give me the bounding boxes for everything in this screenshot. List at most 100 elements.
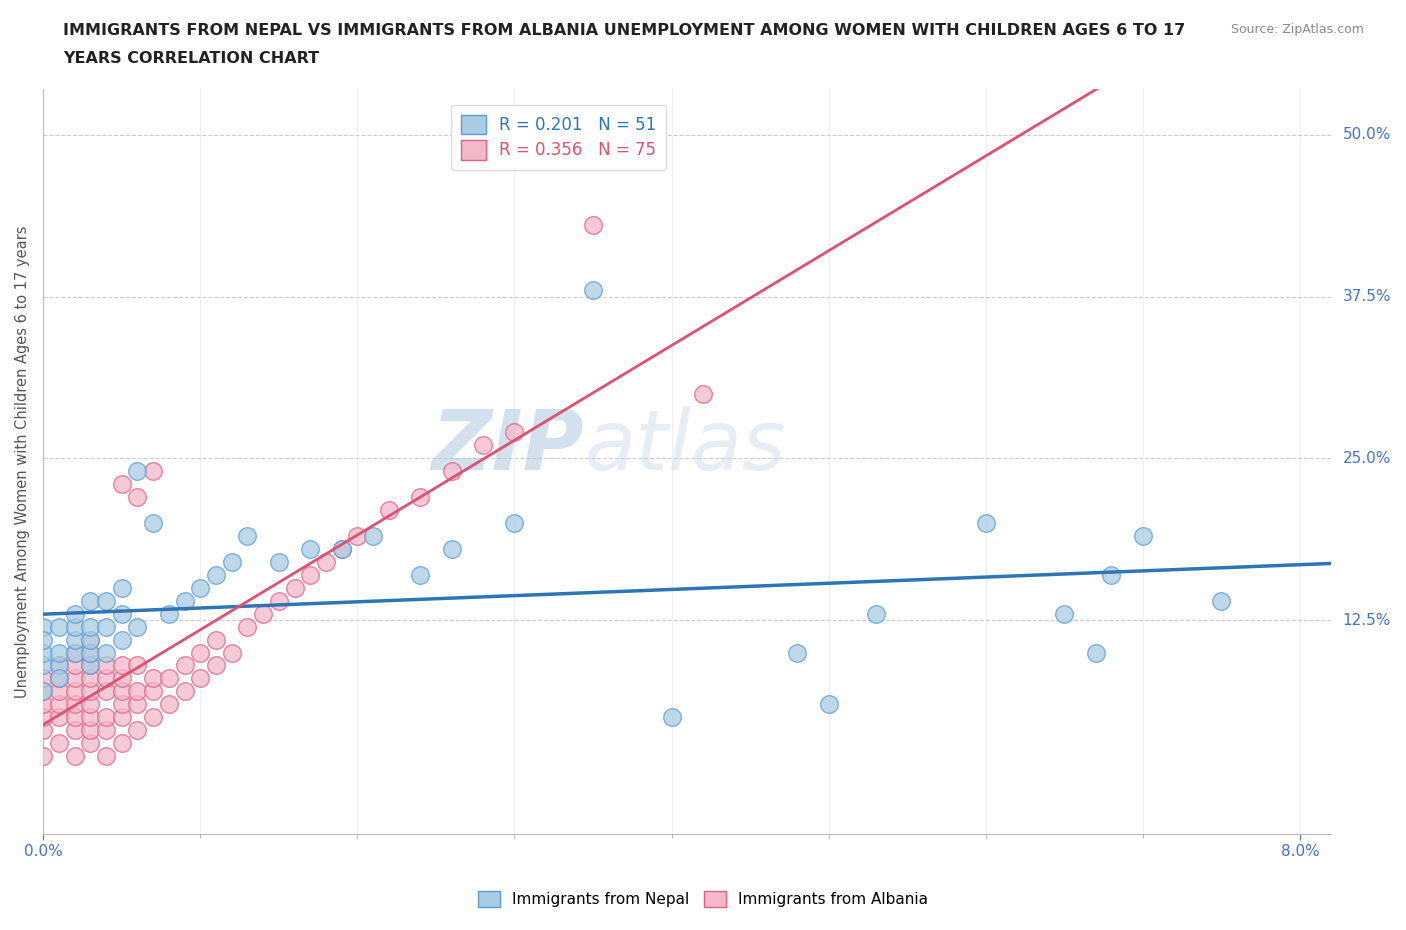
Point <box>817 697 839 711</box>
Point <box>63 632 86 647</box>
Point <box>346 528 368 543</box>
Point <box>111 671 134 685</box>
Point <box>63 671 86 685</box>
Point <box>79 645 101 660</box>
Point <box>79 710 101 724</box>
Point <box>79 619 101 634</box>
Point <box>48 658 70 673</box>
Point <box>94 710 117 724</box>
Point <box>32 671 55 685</box>
Text: YEARS CORRELATION CHART: YEARS CORRELATION CHART <box>63 51 319 66</box>
Point <box>127 723 149 737</box>
Point <box>440 464 463 479</box>
Text: 37.5%: 37.5% <box>1343 289 1391 304</box>
Y-axis label: Unemployment Among Women with Children Ages 6 to 17 years: Unemployment Among Women with Children A… <box>15 225 30 698</box>
Point <box>127 697 149 711</box>
Point <box>63 749 86 764</box>
Point <box>94 671 117 685</box>
Point <box>299 567 322 582</box>
Point <box>48 697 70 711</box>
Point <box>142 515 165 530</box>
Point <box>32 684 55 698</box>
Point <box>127 658 149 673</box>
Point <box>127 684 149 698</box>
Point <box>48 710 70 724</box>
Point <box>221 645 243 660</box>
Point <box>63 606 86 621</box>
Point <box>32 658 55 673</box>
Point <box>173 593 195 608</box>
Point <box>1053 606 1076 621</box>
Point <box>267 593 290 608</box>
Point <box>48 645 70 660</box>
Point <box>32 749 55 764</box>
Point <box>94 684 117 698</box>
Point <box>94 749 117 764</box>
Point <box>63 710 86 724</box>
Point <box>205 658 228 673</box>
Point <box>79 658 101 673</box>
Point <box>79 736 101 751</box>
Point <box>409 490 432 505</box>
Point <box>111 658 134 673</box>
Point <box>188 671 211 685</box>
Point <box>48 619 70 634</box>
Point <box>974 515 997 530</box>
Point <box>865 606 887 621</box>
Point <box>188 645 211 660</box>
Point <box>188 580 211 595</box>
Point <box>267 554 290 569</box>
Text: 25.0%: 25.0% <box>1343 451 1391 466</box>
Text: 50.0%: 50.0% <box>1343 127 1391 142</box>
Point <box>252 606 274 621</box>
Point <box>63 645 86 660</box>
Point <box>142 710 165 724</box>
Point <box>111 697 134 711</box>
Point <box>94 619 117 634</box>
Point <box>142 684 165 698</box>
Point <box>48 658 70 673</box>
Point <box>1132 528 1154 543</box>
Point <box>127 464 149 479</box>
Point <box>111 684 134 698</box>
Point <box>1084 645 1107 660</box>
Point <box>32 645 55 660</box>
Point <box>32 697 55 711</box>
Text: ZIP: ZIP <box>432 406 585 487</box>
Point <box>63 684 86 698</box>
Point <box>236 528 259 543</box>
Point <box>378 503 401 518</box>
Point <box>63 619 86 634</box>
Point <box>79 684 101 698</box>
Point <box>221 554 243 569</box>
Point <box>79 632 101 647</box>
Point <box>111 632 134 647</box>
Point <box>48 671 70 685</box>
Point <box>472 438 495 453</box>
Point <box>32 632 55 647</box>
Point <box>440 541 463 556</box>
Text: IMMIGRANTS FROM NEPAL VS IMMIGRANTS FROM ALBANIA UNEMPLOYMENT AMONG WOMEN WITH C: IMMIGRANTS FROM NEPAL VS IMMIGRANTS FROM… <box>63 23 1185 38</box>
Point <box>79 671 101 685</box>
Text: Source: ZipAtlas.com: Source: ZipAtlas.com <box>1230 23 1364 36</box>
Point <box>692 386 714 401</box>
Point <box>32 684 55 698</box>
Point <box>1211 593 1233 608</box>
Point <box>330 541 353 556</box>
Point <box>79 593 101 608</box>
Point <box>786 645 808 660</box>
Point <box>173 684 195 698</box>
Point <box>94 645 117 660</box>
Point <box>48 671 70 685</box>
Point <box>63 658 86 673</box>
Point <box>111 736 134 751</box>
Point <box>283 580 305 595</box>
Point <box>79 658 101 673</box>
Point <box>503 515 526 530</box>
Text: 12.5%: 12.5% <box>1343 613 1391 628</box>
Point <box>48 736 70 751</box>
Point <box>205 632 228 647</box>
Point <box>127 619 149 634</box>
Point <box>111 580 134 595</box>
Point <box>315 554 337 569</box>
